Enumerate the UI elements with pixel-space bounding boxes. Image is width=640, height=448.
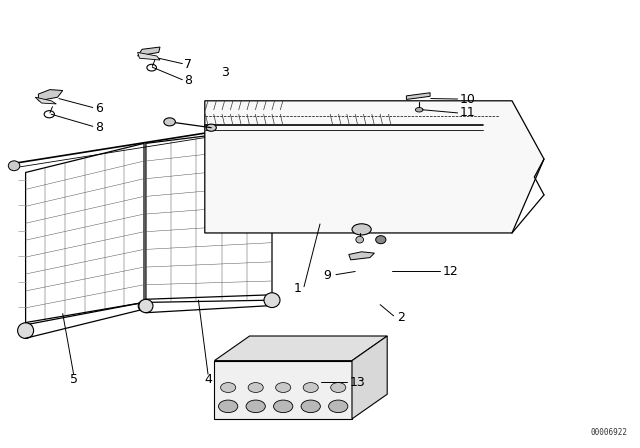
Ellipse shape	[248, 383, 263, 392]
Polygon shape	[214, 361, 352, 419]
Ellipse shape	[301, 400, 321, 413]
Text: 10: 10	[460, 92, 476, 106]
Polygon shape	[352, 336, 387, 419]
Text: 7: 7	[184, 58, 192, 71]
Ellipse shape	[328, 400, 348, 413]
Ellipse shape	[331, 383, 346, 392]
Ellipse shape	[18, 323, 34, 339]
Text: 4: 4	[204, 373, 212, 387]
Ellipse shape	[164, 118, 175, 126]
Ellipse shape	[376, 236, 386, 244]
Polygon shape	[138, 47, 160, 56]
Ellipse shape	[303, 383, 318, 392]
Ellipse shape	[276, 383, 291, 392]
Ellipse shape	[206, 124, 216, 131]
Text: 1: 1	[294, 282, 301, 296]
Polygon shape	[35, 97, 56, 104]
Ellipse shape	[221, 383, 236, 392]
Text: 2: 2	[397, 310, 404, 324]
Ellipse shape	[8, 161, 20, 171]
Polygon shape	[214, 336, 387, 361]
Polygon shape	[205, 101, 544, 233]
Text: 8: 8	[184, 74, 192, 87]
Text: 3: 3	[221, 66, 228, 79]
Text: 9: 9	[324, 269, 332, 282]
Ellipse shape	[218, 400, 238, 413]
Text: 13: 13	[349, 376, 365, 389]
Ellipse shape	[356, 237, 364, 243]
Polygon shape	[138, 52, 160, 60]
Polygon shape	[146, 128, 272, 302]
Polygon shape	[26, 143, 144, 325]
Text: 00006922: 00006922	[590, 428, 627, 437]
Text: 8: 8	[95, 121, 102, 134]
Text: 11: 11	[460, 106, 476, 120]
Text: 5: 5	[70, 373, 77, 387]
Text: 6: 6	[95, 102, 102, 115]
Ellipse shape	[138, 301, 150, 312]
Text: 12: 12	[443, 265, 459, 279]
Ellipse shape	[139, 299, 153, 313]
Polygon shape	[406, 93, 430, 99]
Ellipse shape	[246, 400, 266, 413]
Polygon shape	[38, 90, 63, 101]
Polygon shape	[349, 252, 374, 260]
Ellipse shape	[273, 400, 293, 413]
Ellipse shape	[415, 108, 423, 112]
Ellipse shape	[352, 224, 371, 235]
Ellipse shape	[264, 293, 280, 308]
